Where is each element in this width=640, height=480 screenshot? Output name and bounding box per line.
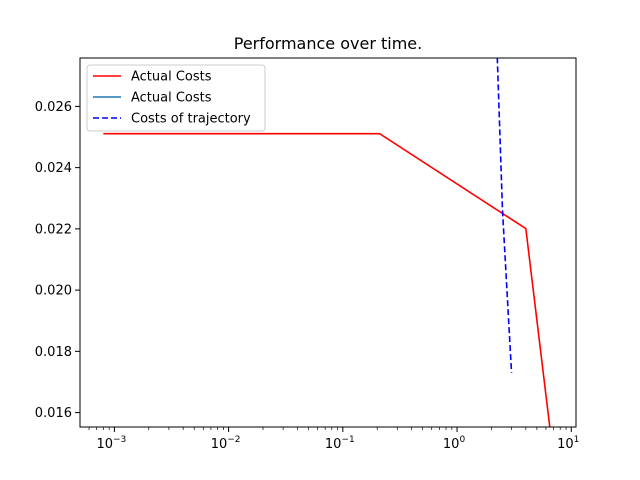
y-tick-label: 0.024 xyxy=(35,161,72,176)
legend xyxy=(86,64,266,132)
x-tick-label: 100 xyxy=(443,435,466,452)
y-tick-label: 0.020 xyxy=(35,284,72,299)
legend-label-2: Costs of trajectory xyxy=(131,112,251,127)
x-tick-label: 10−3 xyxy=(96,435,126,452)
y-tick-label: 0.026 xyxy=(35,100,72,115)
plot-frame xyxy=(79,57,577,428)
chart-title: Performance over time. xyxy=(234,34,422,53)
x-tick-label: 101 xyxy=(557,435,579,452)
y-tick-label: 0.022 xyxy=(35,222,72,237)
y-tick-label: 0.016 xyxy=(35,406,72,421)
x-tick-label: 10−1 xyxy=(325,435,355,452)
series-line-2 xyxy=(496,58,513,373)
series-line-0 xyxy=(103,132,551,427)
legend-label-1: Actual Costs xyxy=(131,91,212,106)
legend-label-0: Actual Costs xyxy=(131,70,212,85)
x-tick-label: 10−2 xyxy=(211,435,241,452)
y-tick-label: 0.018 xyxy=(35,345,72,360)
